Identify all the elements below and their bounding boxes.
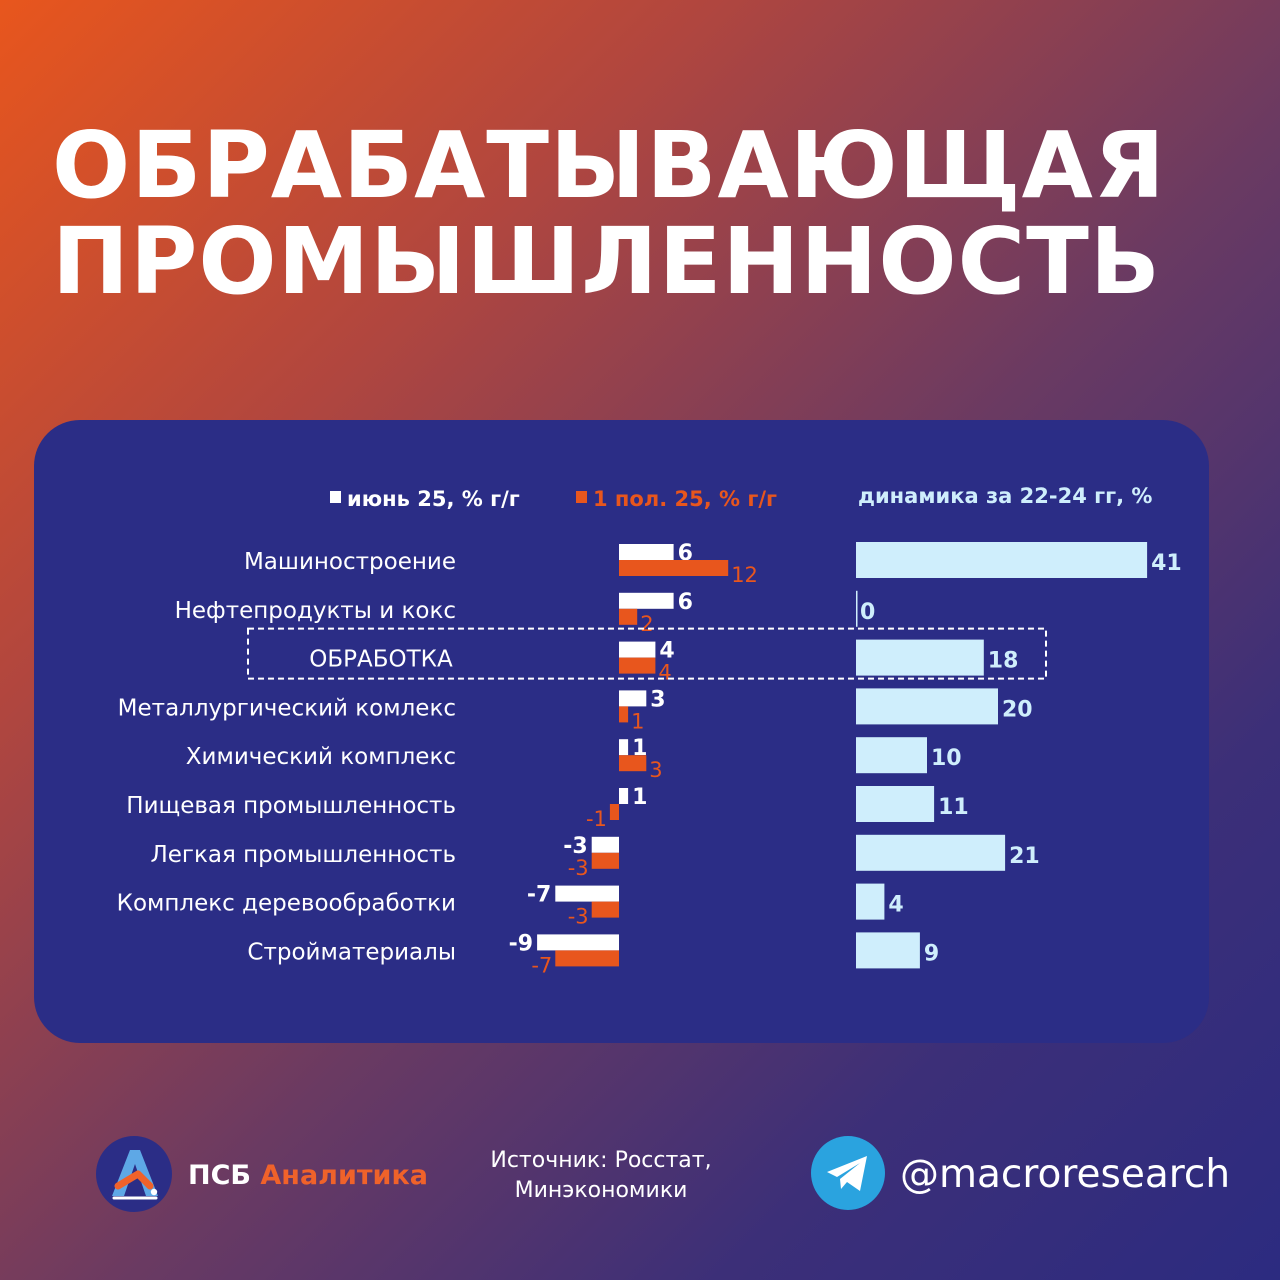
bar-june: [619, 690, 647, 707]
bar-h1: [609, 804, 619, 820]
data-label-june: 6: [678, 541, 693, 566]
title-line-1: ОБРАБАТЫВАЮЩАЯ: [52, 112, 1166, 219]
bar-june: [555, 885, 619, 902]
bar-h1: [619, 755, 647, 772]
category-label: Стройматериалы: [247, 939, 456, 965]
data-label-h1: 4: [658, 661, 671, 685]
data-label-dynamics: 41: [1151, 551, 1182, 576]
data-label-dynamics: 9: [924, 941, 939, 966]
highlight-frame: [247, 627, 1047, 680]
category-label: Металлургический комлекс: [118, 695, 456, 721]
legend-label-h1: 1 пол. 25, % г/г: [593, 487, 777, 511]
data-label-june: -9: [509, 931, 533, 956]
brand-main: ПСБ: [188, 1160, 261, 1191]
data-label-june: 4: [659, 639, 674, 664]
data-label-dynamics: 4: [888, 893, 903, 918]
data-label-h1: -3: [568, 905, 589, 929]
data-label-h1: -3: [568, 856, 589, 880]
data-label-dynamics: 18: [988, 649, 1019, 674]
chart-panel: [34, 420, 1209, 1043]
bar-dynamics: [856, 688, 998, 725]
data-label-h1: -7: [531, 953, 552, 977]
data-label-h1: -1: [586, 807, 607, 831]
data-label-june: -7: [527, 883, 551, 908]
bar-dynamics: [856, 932, 920, 969]
category-label: Нефтепродукты и кокс: [175, 598, 456, 624]
bar-june: [619, 592, 674, 609]
dynamics-header: динамика за 22-24 гг, %: [858, 484, 1152, 508]
bar-h1: [619, 706, 629, 723]
brand-name: ПСБ Аналитика: [188, 1160, 428, 1191]
data-label-june: 1: [632, 785, 647, 810]
category-label: Комплекс деревообработки: [117, 891, 456, 917]
data-label-h1: 1: [631, 709, 644, 733]
category-label: Машиностроение: [244, 549, 456, 575]
title-line-2: ПРОМЫШЛЕННОСТЬ: [52, 208, 1162, 315]
bar-h1: [555, 950, 619, 967]
data-label-dynamics: 21: [1009, 844, 1040, 869]
bar-june: [591, 836, 619, 853]
data-label-dynamics: 0: [860, 600, 875, 625]
telegram-icon[interactable]: [810, 1135, 886, 1211]
data-label-dynamics: 10: [931, 746, 962, 771]
bar-june: [619, 788, 629, 804]
data-label-june: 3: [650, 687, 665, 712]
psb-analytics-logo-icon: [94, 1134, 174, 1214]
bar-dynamics: [856, 737, 927, 774]
bar-h1: [619, 608, 638, 625]
bar-june: [619, 739, 629, 756]
footer: ПСБ Аналитика Источник: Росстат, Минэкон…: [0, 1120, 1280, 1240]
data-label-h1: 2: [640, 612, 653, 636]
category-label: Химический комплекс: [186, 744, 456, 770]
data-label-h1: 12: [731, 563, 758, 587]
data-label-dynamics: 20: [1002, 697, 1033, 722]
source-note: Источник: Росстат, Минэкономики: [470, 1146, 732, 1206]
legend-label-june: июнь 25, % г/г: [347, 487, 520, 511]
bar-h1: [591, 852, 619, 869]
data-label-h1: 3: [649, 758, 662, 782]
data-label-june: 1: [632, 736, 647, 761]
source-line-2: Минэкономики: [514, 1178, 688, 1203]
bar-dynamics: [856, 590, 858, 627]
telegram-handle-link[interactable]: @macroresearch: [900, 1152, 1231, 1197]
bar-june: [619, 641, 656, 658]
source-line-1: Источник: Росстат,: [490, 1148, 712, 1173]
bar-h1: [619, 560, 729, 576]
bar-h1: [591, 901, 619, 918]
brand-accent: Аналитика: [260, 1160, 428, 1191]
bar-dynamics: [856, 639, 984, 676]
category-label: Пищевая промышленность: [126, 793, 456, 819]
bar-h1: [619, 657, 656, 674]
page-title: ОБРАБАТЫВАЮЩАЯ ПРОМЫШЛЕННОСТЬ: [52, 118, 1166, 310]
bar-dynamics: [856, 542, 1148, 578]
data-label-dynamics: 11: [938, 795, 969, 820]
data-label-june: -3: [563, 834, 587, 859]
bar-june: [537, 934, 619, 951]
category-label: ОБРАБОТКА: [309, 647, 453, 673]
legend-swatch-june: [330, 491, 341, 503]
data-label-june: 6: [678, 590, 693, 615]
bar-dynamics: [856, 883, 885, 920]
legend-swatch-h1: [576, 491, 587, 503]
bar-june: [619, 544, 674, 560]
bar-dynamics: [856, 834, 1006, 871]
bar-dynamics: [856, 786, 935, 822]
category-label: Легкая промышленность: [150, 842, 456, 868]
